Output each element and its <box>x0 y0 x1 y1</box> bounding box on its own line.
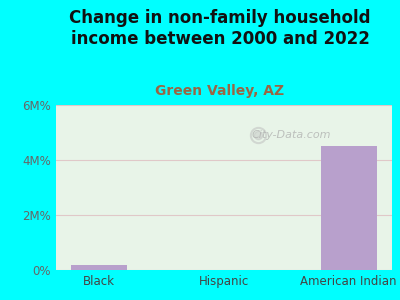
Text: Green Valley, AZ: Green Valley, AZ <box>156 84 284 98</box>
Text: City-Data.com: City-Data.com <box>252 130 331 140</box>
Bar <box>71 265 127 270</box>
Text: Change in non-family household
income between 2000 and 2022: Change in non-family household income be… <box>69 9 371 48</box>
Bar <box>321 146 377 270</box>
